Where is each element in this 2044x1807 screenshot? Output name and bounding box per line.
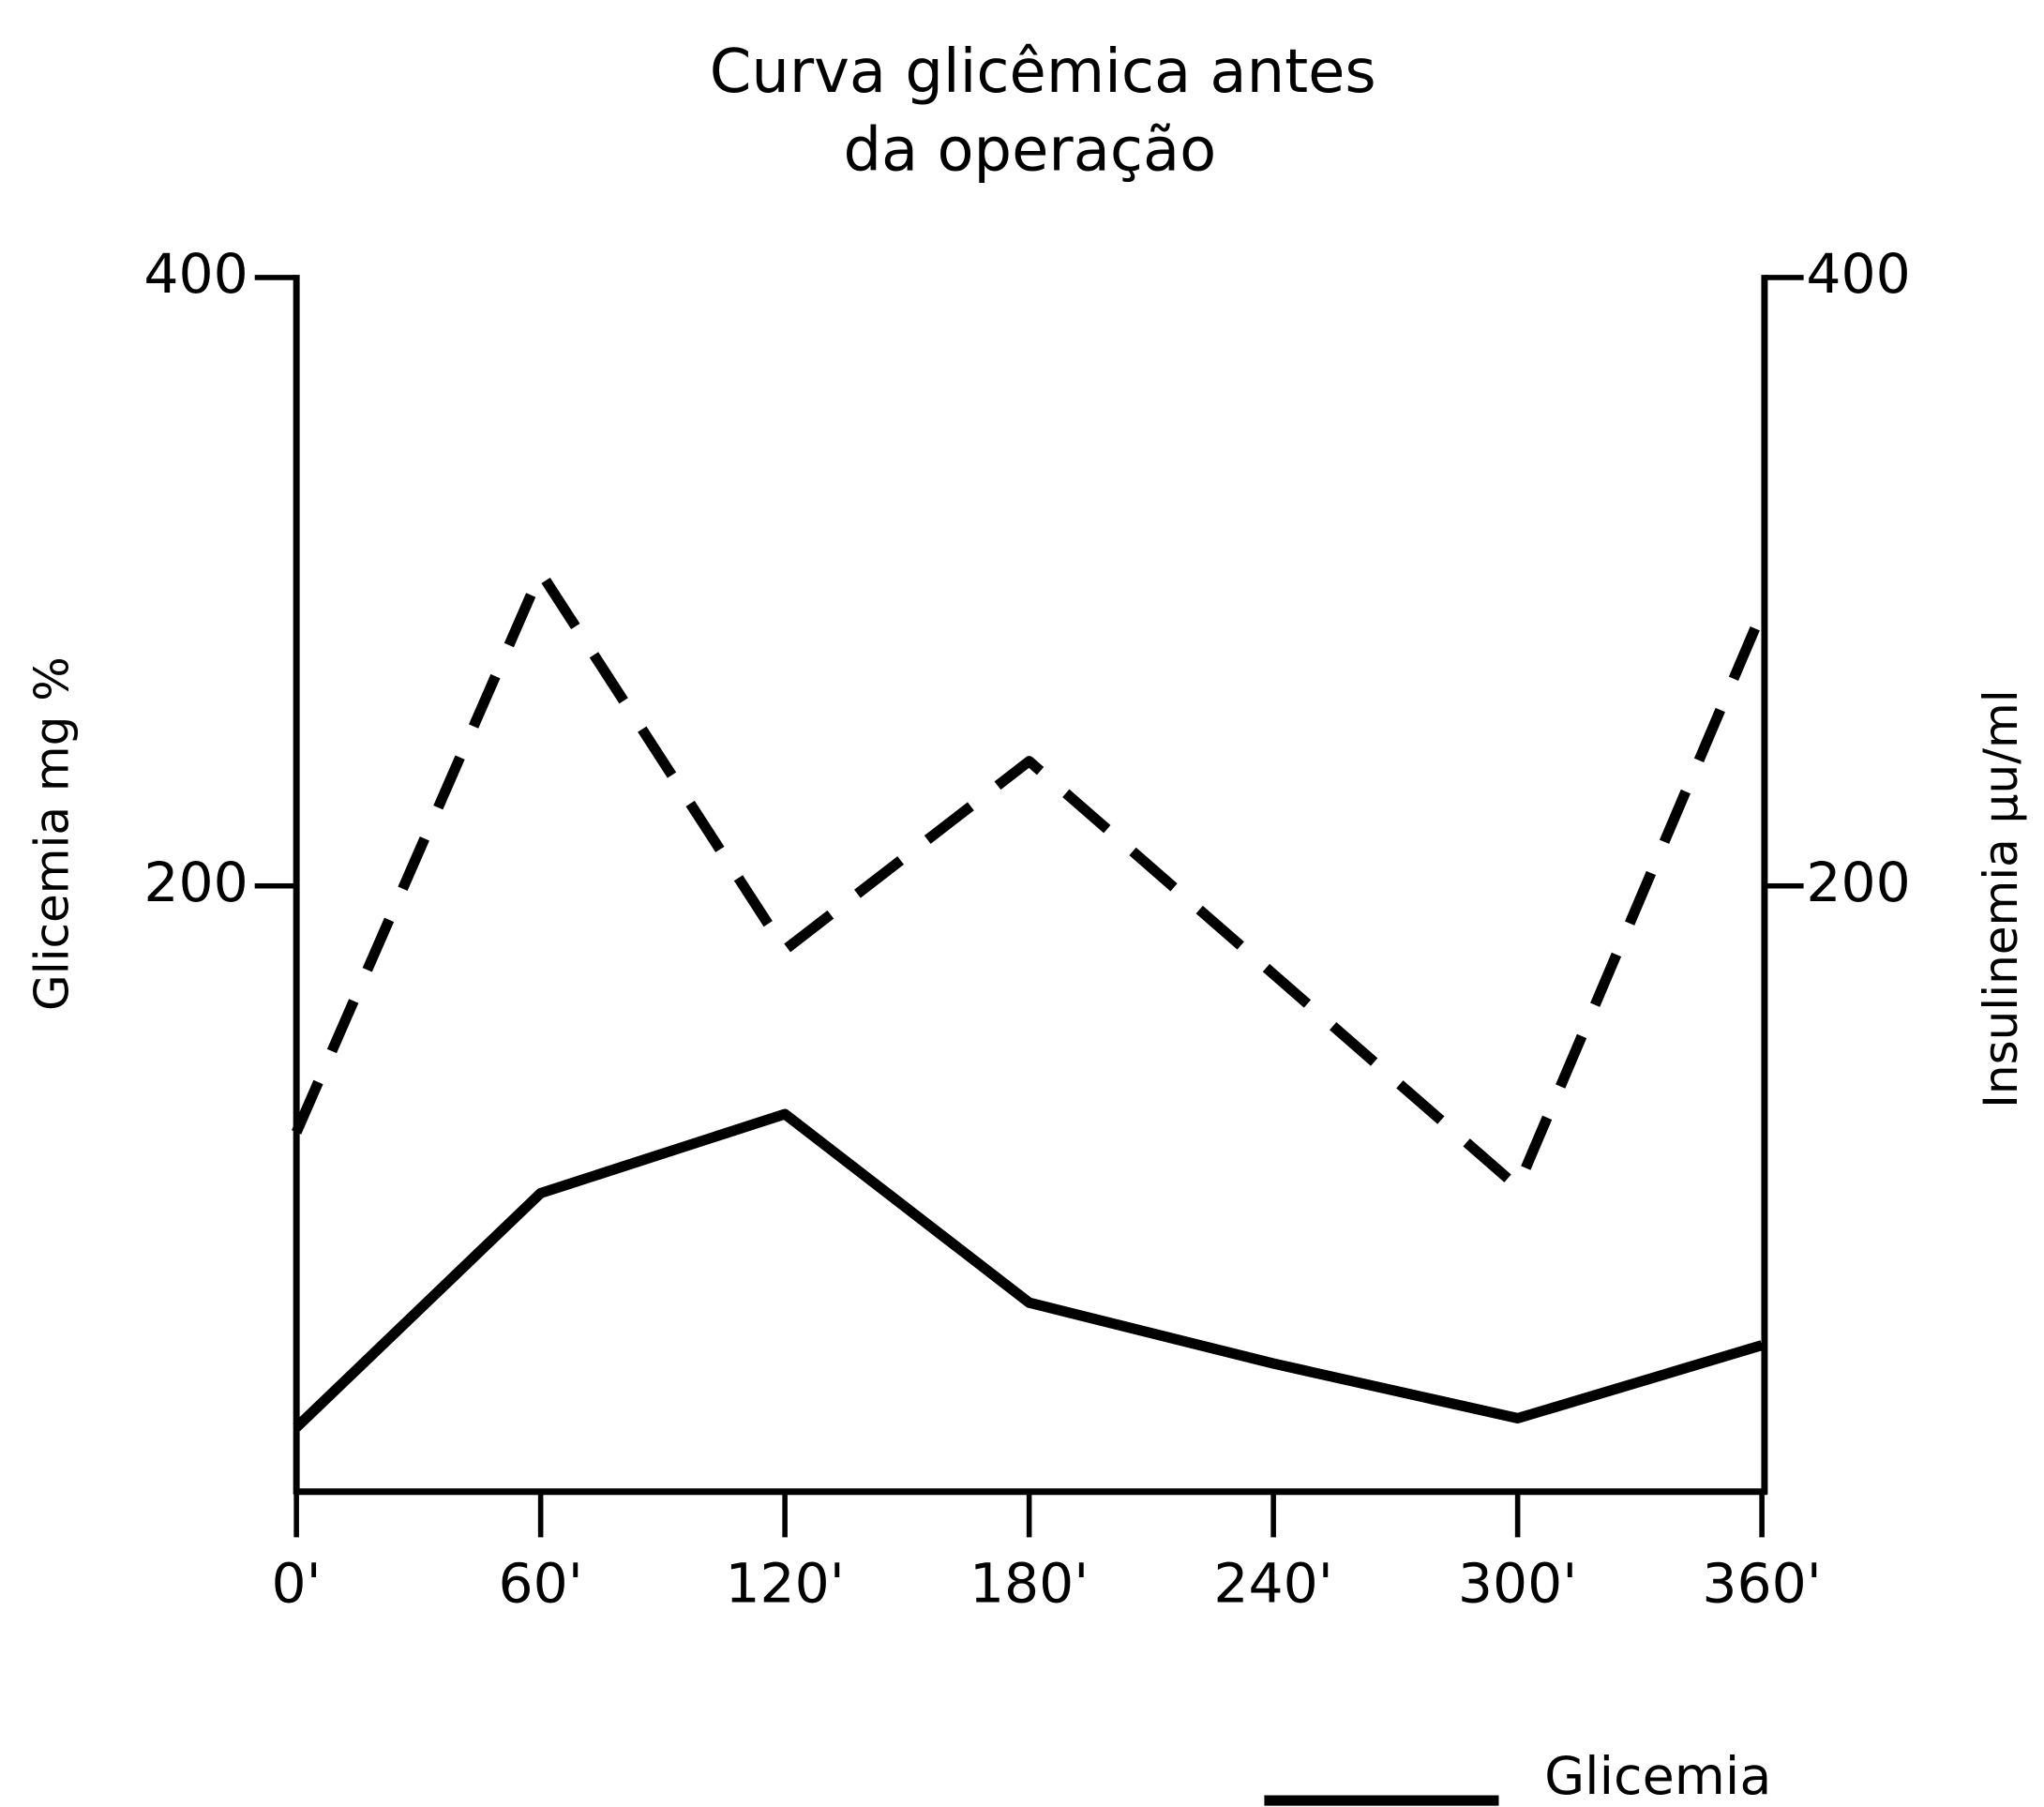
data-line: [293, 1108, 1764, 1432]
y-tick-label: 200: [143, 851, 248, 914]
y-tick-label: 400: [143, 242, 248, 306]
y2-tick-label: 400: [1806, 242, 1910, 306]
x-tick-label: 0': [272, 1551, 322, 1615]
legend-label: Glicemia: [1544, 1746, 1771, 1807]
data-line: [292, 567, 1767, 1193]
y2-tick-label: 200: [1806, 851, 1910, 914]
x-tick-label: 60': [499, 1551, 583, 1615]
y-axis-label: Glicemia mg %: [25, 656, 80, 1011]
chart-title: da operação: [843, 116, 1216, 186]
x-tick-label: 180': [969, 1551, 1089, 1615]
x-tick-label: 300': [1458, 1551, 1577, 1615]
x-tick-label: 120': [725, 1551, 844, 1615]
x-tick-label: 240': [1213, 1551, 1332, 1615]
y2-axis-label: Insulinemia µu/ml: [1974, 689, 2028, 1107]
chart-title: Curva glicêmica antes: [710, 38, 1376, 107]
x-tick-label: 360': [1702, 1551, 1821, 1615]
